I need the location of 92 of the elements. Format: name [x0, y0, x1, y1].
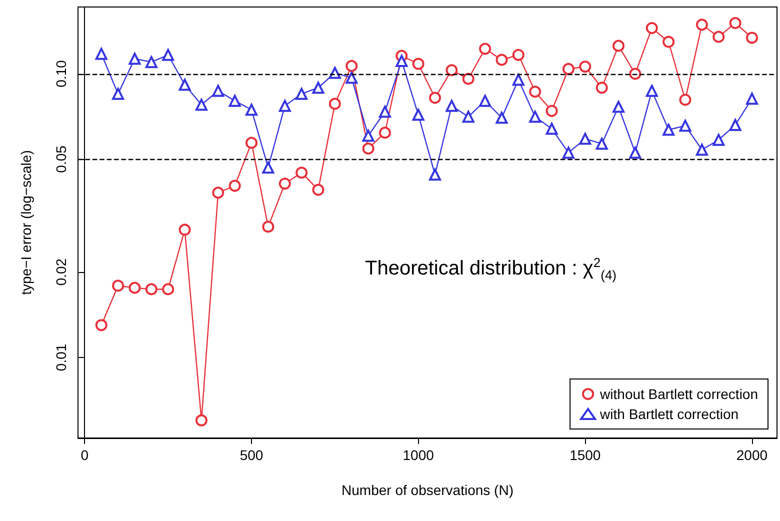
point: [378, 126, 391, 139]
point: [246, 136, 258, 149]
point: [712, 134, 725, 146]
point: [712, 30, 725, 43]
point: [278, 100, 291, 112]
point: [629, 146, 642, 159]
point: [262, 220, 274, 233]
point: [145, 283, 158, 296]
point: [412, 58, 424, 70]
legend-label: without Bartlett correction: [599, 386, 758, 402]
y-tick-label: 0.02: [53, 258, 69, 286]
point: [112, 88, 124, 100]
point: [95, 48, 108, 60]
x-tick-label: 500: [240, 447, 264, 463]
point: [296, 88, 308, 100]
point: [529, 110, 542, 123]
point: [696, 144, 708, 156]
point: [362, 130, 374, 142]
point: [378, 106, 391, 118]
point: [646, 84, 658, 97]
point: [696, 18, 708, 31]
x-tick-label: 0: [80, 447, 89, 463]
point: [462, 110, 474, 123]
point: [479, 42, 492, 55]
point: [346, 72, 358, 84]
point: [429, 92, 442, 104]
point: [446, 100, 458, 112]
point: [546, 104, 558, 117]
point: [346, 60, 358, 72]
point: [312, 184, 324, 196]
point: [612, 100, 625, 113]
point: [195, 414, 208, 426]
point: [512, 48, 524, 61]
point: [328, 66, 341, 79]
point: [212, 186, 224, 199]
point: [562, 146, 574, 159]
point: [496, 54, 508, 66]
point: [128, 282, 141, 294]
point: [446, 64, 458, 76]
point: [278, 178, 291, 190]
point: [429, 168, 442, 181]
point: [246, 104, 258, 116]
point: [729, 17, 742, 30]
point: [145, 56, 158, 68]
point: [228, 180, 241, 192]
point: [662, 124, 675, 136]
point: [296, 166, 308, 179]
x-tick-label: 1500: [570, 447, 601, 463]
point: [729, 118, 742, 131]
point: [612, 40, 625, 52]
point: [128, 52, 141, 65]
point: [579, 132, 592, 145]
point: [412, 108, 424, 121]
point: [162, 48, 174, 61]
point: [746, 32, 758, 44]
point: [679, 94, 692, 106]
point: [546, 122, 558, 135]
point: [112, 280, 124, 292]
point: [178, 224, 191, 236]
point: [662, 36, 675, 48]
point: [396, 54, 408, 67]
point: [262, 162, 274, 174]
x-axis-title: Number of observations (N): [342, 482, 514, 498]
point: [562, 62, 574, 75]
legend-label: with Bartlett correction: [599, 406, 739, 422]
point: [596, 82, 608, 94]
point: [629, 68, 642, 80]
x-tick-label: 1000: [402, 447, 434, 463]
point: [328, 98, 341, 110]
point: [212, 84, 224, 97]
point: [596, 138, 608, 150]
point: [178, 78, 191, 91]
point: [312, 82, 324, 94]
point: [579, 60, 592, 73]
point: [679, 120, 692, 132]
point: [479, 94, 492, 107]
point: [362, 142, 374, 155]
point: [195, 98, 208, 111]
x-tick-label: 2000: [736, 447, 768, 463]
y-axis-title: type−I error (log−scale): [18, 150, 34, 295]
point: [95, 319, 108, 332]
point: [162, 283, 174, 296]
y-tick-label: 0.01: [53, 344, 69, 372]
point: [529, 86, 542, 98]
y-tick-label: 0.05: [53, 145, 69, 173]
point: [496, 112, 508, 124]
point: [228, 94, 241, 107]
point: [646, 22, 658, 34]
point: [746, 92, 758, 105]
y-tick-label: 0.10: [53, 60, 69, 88]
point: [512, 74, 524, 86]
point: [462, 72, 474, 85]
